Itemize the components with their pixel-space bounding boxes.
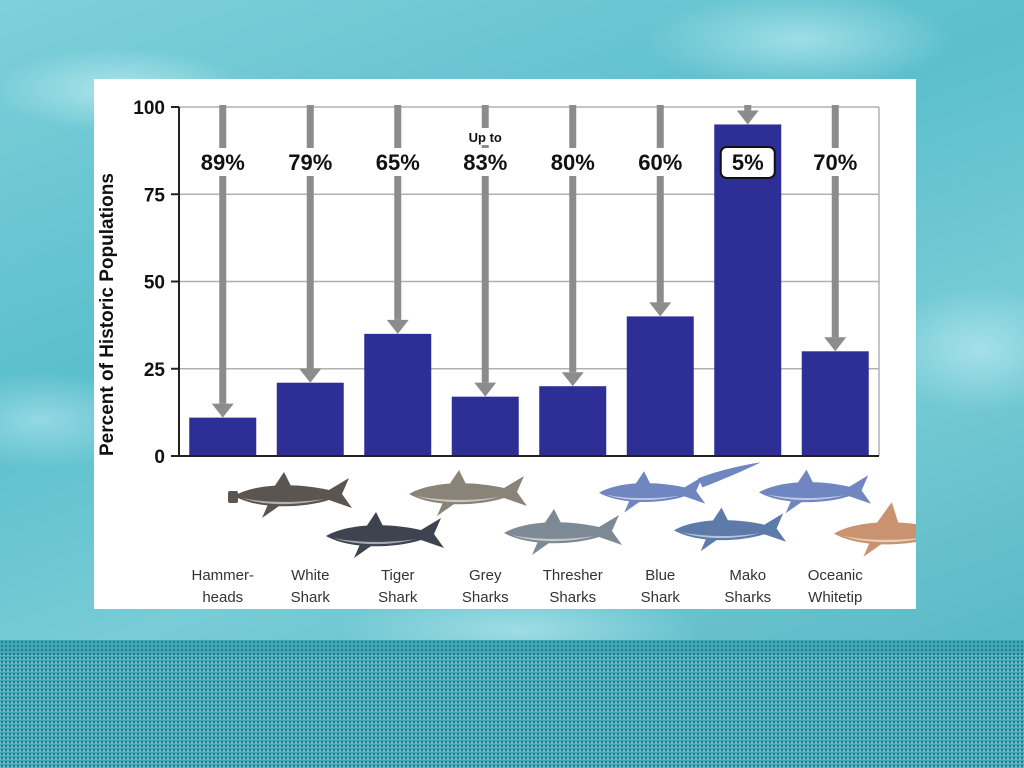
white-shark-icon	[326, 512, 444, 558]
axes: 0 25 50 75 100	[133, 98, 879, 468]
decline-arrows	[211, 105, 847, 418]
decline-label: 5%	[732, 150, 764, 175]
category-label: Tiger	[381, 567, 415, 584]
decline-arrow-shaft	[394, 105, 402, 320]
y-tick-label: 25	[144, 360, 166, 381]
category-label: Whitetip	[808, 589, 862, 606]
decline-label: 79%	[288, 150, 332, 175]
category-label: Shark	[291, 589, 331, 606]
bar	[451, 396, 519, 456]
category-labels: Hammer-heads White Shark Tiger Shark Grey Shar…	[192, 567, 864, 606]
decline-label-bg	[367, 148, 428, 176]
category-label: Sharks	[724, 589, 771, 606]
chart-panel: 0 25 50 75 100 89% 79% 65% 83% Up to 80% 60% 5% 70% …	[94, 79, 916, 609]
bar	[539, 386, 607, 456]
shark-illustrations	[228, 462, 916, 558]
category-label: Shark	[641, 589, 681, 606]
category-label: Mako	[729, 567, 766, 584]
dotted-footer-band-highlight	[0, 655, 1024, 768]
mako-shark-icon	[759, 469, 872, 514]
grey-shark-icon	[504, 509, 622, 555]
category-label: Oceanic	[808, 567, 864, 584]
decline-arrow-shaft	[569, 105, 577, 373]
decline-arrow-shaft	[219, 105, 227, 404]
decline-label-bg	[192, 148, 253, 176]
decline-prefix-bg	[461, 128, 510, 145]
decline-arrow-shaft	[306, 105, 314, 369]
annotations: 89% 79% 65% 83% Up to 80% 60% 5% 70%	[192, 128, 866, 179]
category-label: Hammer-	[192, 567, 255, 584]
decline-arrow-shaft	[656, 105, 664, 303]
bar	[364, 333, 432, 456]
dotted-footer-band	[0, 640, 1024, 768]
decline-label: 60%	[638, 150, 682, 175]
decline-arrow-head	[474, 382, 497, 397]
decline-label-bg	[805, 148, 866, 176]
decline-label-bg	[455, 148, 516, 176]
category-label: Shark	[378, 589, 418, 606]
decline-arrow-head	[649, 302, 672, 317]
y-tick-label: 0	[154, 447, 165, 468]
y-tick-label: 50	[144, 273, 165, 294]
decline-label: 83%	[463, 150, 507, 175]
decline-label: 70%	[813, 150, 857, 175]
decline-label: 80%	[551, 150, 595, 175]
bar	[626, 316, 694, 456]
hammerhead-shark-icon	[228, 472, 352, 518]
y-axis-label: Percent of Historic Populations	[97, 173, 118, 456]
tiger-shark-icon	[409, 470, 527, 516]
category-label: Sharks	[549, 589, 596, 606]
bars	[189, 124, 869, 456]
category-label: heads	[202, 589, 243, 606]
decline-arrow-head	[561, 372, 584, 387]
blue-shark-icon	[674, 507, 787, 552]
decline-label-bg	[542, 148, 603, 176]
bar	[714, 124, 782, 456]
decline-arrow-shaft	[831, 105, 839, 338]
decline-label: 89%	[201, 150, 245, 175]
decline-label-box	[719, 146, 776, 179]
category-label: Grey	[469, 567, 502, 584]
decline-arrow-shaft	[744, 105, 752, 111]
decline-label-bg	[280, 148, 341, 176]
category-label: Blue	[645, 567, 675, 584]
oceanic-whitetip-shark-icon	[834, 502, 916, 557]
bar	[276, 382, 344, 456]
decline-prefix: Up to	[469, 130, 502, 145]
decline-arrow-head	[386, 319, 409, 334]
decline-arrow-shaft	[481, 105, 489, 383]
decline-label-bg	[630, 148, 691, 176]
bar	[801, 351, 869, 456]
category-label: Thresher	[543, 567, 603, 584]
y-tick-label: 75	[144, 185, 166, 206]
y-tick-label: 100	[133, 98, 165, 119]
decline-arrow-head	[211, 403, 234, 418]
decline-arrow-head	[824, 337, 847, 352]
category-label: White	[291, 567, 329, 584]
bar	[189, 417, 257, 456]
thresher-shark-icon	[599, 462, 761, 513]
decline-arrow-head	[299, 368, 322, 383]
category-label: Sharks	[462, 589, 509, 606]
decline-label: 65%	[376, 150, 420, 175]
decline-arrow-head	[736, 110, 759, 125]
